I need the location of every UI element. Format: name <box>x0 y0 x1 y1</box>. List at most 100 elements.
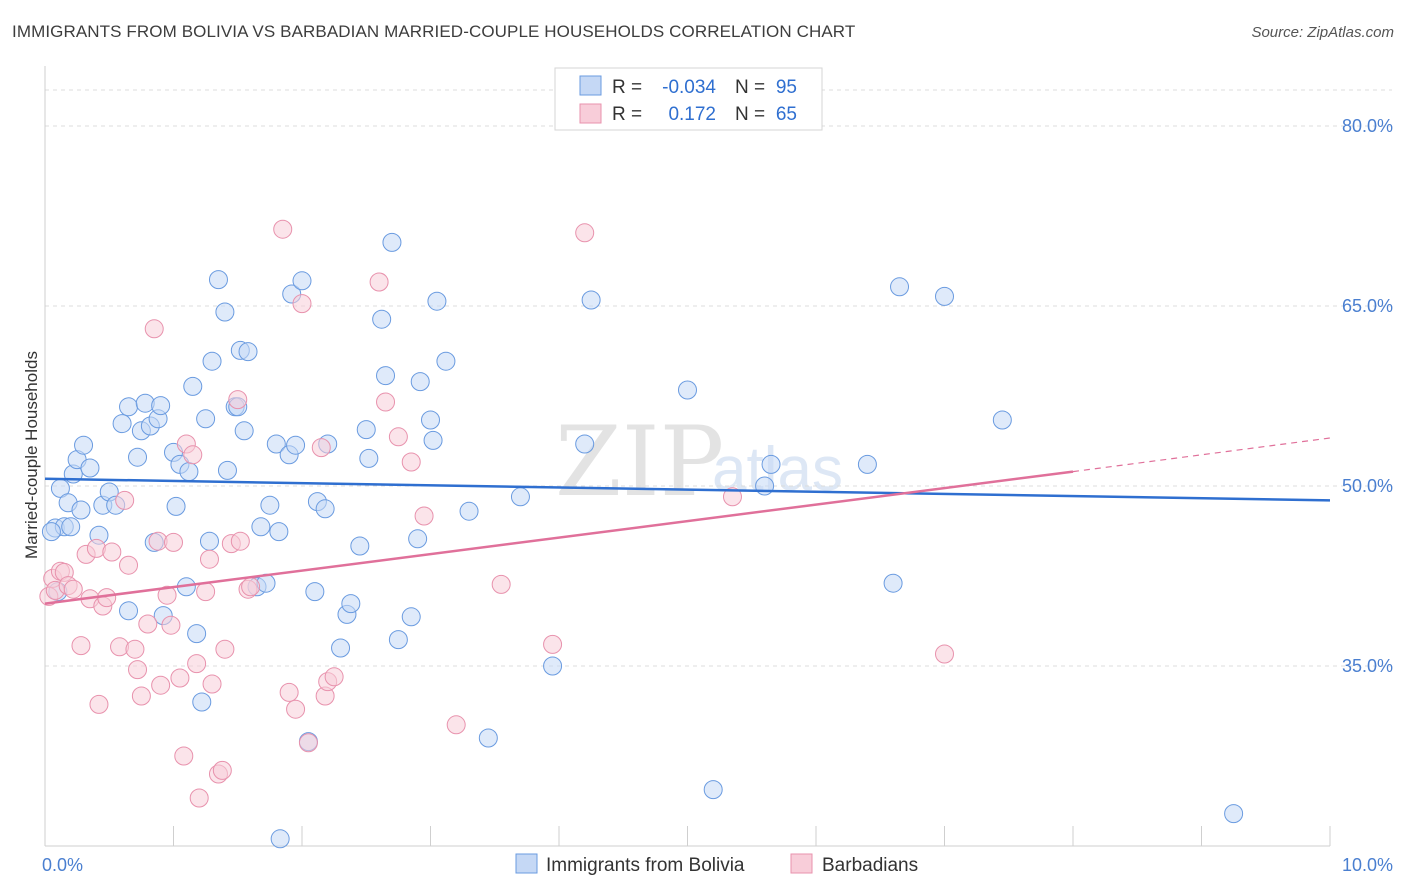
point-bolivia-35 <box>202 351 222 371</box>
x-tick-label-1: 10.0% <box>1342 855 1393 875</box>
point-bolivia-93 <box>41 522 61 542</box>
point-bolivia-36 <box>208 270 228 290</box>
stats-legend-n-label-bolivia: N = <box>735 77 765 98</box>
point-bolivia-54 <box>292 271 312 291</box>
chart-title: IMMIGRANTS FROM BOLIVIA VS BARBADIAN MAR… <box>12 22 856 41</box>
point-bolivia-16 <box>119 601 139 621</box>
y-tick-labels: 35.0% 50.0% 65.0% 80.0% <box>1342 116 1393 676</box>
trend-line-bolivia <box>44 477 1331 502</box>
point-barbadians-36 <box>202 674 222 694</box>
point-barbadians-59 <box>446 715 466 735</box>
stats-legend-r-label-barbadians: R = <box>612 104 642 125</box>
point-bolivia-89 <box>890 277 910 297</box>
point-barbadians-22 <box>144 319 164 339</box>
stats-legend-n-value-bolivia: 95 <box>776 77 797 98</box>
point-barbadians-6 <box>63 579 83 599</box>
point-bolivia-56 <box>305 582 325 602</box>
point-barbadians-34 <box>196 582 216 602</box>
point-bolivia-69 <box>388 630 408 650</box>
series-barbadians <box>39 219 954 808</box>
point-barbadians-32 <box>187 654 207 674</box>
point-barbadians-62 <box>575 223 595 243</box>
point-bolivia-65 <box>359 448 379 468</box>
stats-legend-r-value-barbadians: 0.172 <box>668 104 716 125</box>
point-bolivia-82 <box>581 290 601 310</box>
point-bolivia-77 <box>459 501 479 521</box>
point-barbadians-58 <box>414 506 434 526</box>
y-axis-title: Married-couple Households <box>22 351 41 559</box>
x-tick-label-0: 0.0% <box>42 855 83 875</box>
point-bolivia-14 <box>112 414 132 434</box>
bottom-legend-swatch-bolivia <box>515 853 538 874</box>
point-bolivia-48 <box>266 434 286 454</box>
point-bolivia-71 <box>408 529 428 549</box>
point-barbadians-46 <box>279 682 299 702</box>
point-bolivia-9 <box>80 458 100 478</box>
point-barbadians-24 <box>151 675 171 695</box>
point-barbadians-44 <box>241 577 261 597</box>
point-bolivia-4 <box>61 517 81 537</box>
point-barbadians-7 <box>71 636 91 656</box>
y-tick-label-1: 50.0% <box>1342 476 1393 496</box>
point-bolivia-83 <box>678 380 697 400</box>
bottom-legend-label-bolivia: Immigrants from Bolivia <box>546 855 745 876</box>
point-bolivia-38 <box>217 460 237 480</box>
axes <box>44 66 1331 847</box>
point-bolivia-88 <box>883 573 903 593</box>
bottom-legend: Immigrants from Bolivia Barbadians <box>515 853 918 876</box>
y-tick-label-2: 65.0% <box>1342 296 1393 316</box>
trend-lines <box>44 437 1331 605</box>
point-bolivia-58 <box>315 499 335 519</box>
point-bolivia-63 <box>350 536 370 556</box>
point-barbadians-11 <box>89 694 109 714</box>
stats-legend-r-label-bolivia: R = <box>612 77 642 98</box>
point-bolivia-91 <box>992 410 1012 430</box>
point-bolivia-72 <box>410 372 430 392</box>
point-bolivia-67 <box>376 366 396 386</box>
point-barbadians-53 <box>324 667 344 687</box>
point-bolivia-64 <box>356 420 376 440</box>
bottom-legend-swatch-barbadians <box>790 853 813 874</box>
point-bolivia-85 <box>755 476 775 496</box>
point-barbadians-57 <box>401 452 421 472</box>
point-bolivia-30 <box>183 376 203 396</box>
watermark: ZIP atlas <box>555 406 843 518</box>
point-barbadians-18 <box>125 639 145 659</box>
point-bolivia-81 <box>575 434 595 454</box>
y-tick-label-0: 35.0% <box>1342 656 1393 676</box>
point-bolivia-84 <box>703 780 723 800</box>
point-bolivia-37 <box>215 302 235 322</box>
point-barbadians-60 <box>491 574 511 594</box>
point-bolivia-62 <box>341 594 361 614</box>
stats-legend: R = -0.034 N = 95 R = 0.172 N = 65 <box>554 67 823 131</box>
point-bolivia-80 <box>543 656 563 676</box>
point-bolivia-60 <box>331 638 351 658</box>
stats-legend-swatch-barbadians <box>579 103 602 124</box>
point-bolivia-42 <box>234 421 254 441</box>
point-bolivia-8 <box>74 435 94 455</box>
point-bolivia-17 <box>128 447 148 467</box>
point-bolivia-7 <box>71 500 91 520</box>
point-barbadians-49 <box>298 733 318 753</box>
point-barbadians-20 <box>131 686 151 706</box>
point-bolivia-66 <box>372 309 392 329</box>
point-barbadians-17 <box>119 555 139 575</box>
point-barbadians-55 <box>376 392 396 412</box>
point-bolivia-74 <box>423 430 443 450</box>
point-barbadians-42 <box>230 531 250 551</box>
point-bolivia-33 <box>196 409 216 429</box>
point-bolivia-15 <box>119 397 139 417</box>
point-bolivia-90 <box>935 286 954 306</box>
point-bolivia-50 <box>270 829 290 849</box>
point-bolivia-86 <box>761 454 781 474</box>
watermark-zip: ZIP <box>555 406 724 518</box>
point-barbadians-25 <box>157 585 177 605</box>
point-bolivia-79 <box>510 487 530 507</box>
point-barbadians-47 <box>286 699 306 719</box>
point-barbadians-54 <box>369 272 389 292</box>
point-barbadians-39 <box>215 639 235 659</box>
point-barbadians-61 <box>543 634 563 654</box>
point-barbadians-27 <box>164 532 183 552</box>
trend-line-barbadians <box>44 470 1074 605</box>
point-bolivia-32 <box>192 692 212 712</box>
